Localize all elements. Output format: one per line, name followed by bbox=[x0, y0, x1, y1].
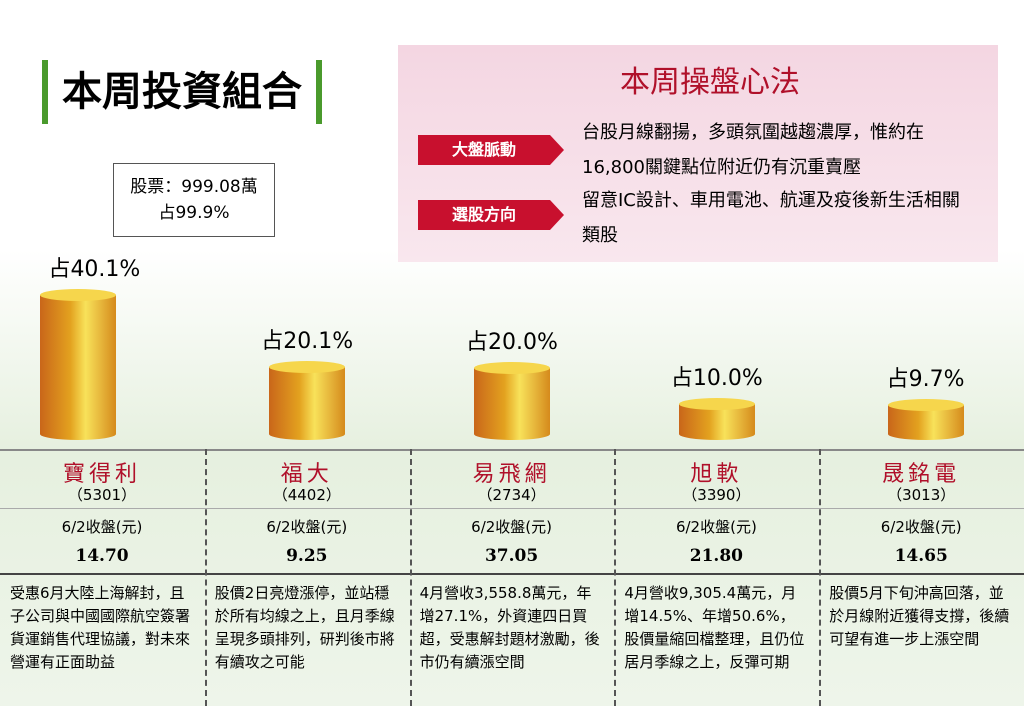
summary-line: 股票：999.08萬 bbox=[130, 177, 258, 197]
note: 股價5月下旬沖高回落，並於月線附近獲得支撐，後續可望有進一步上漲空間 bbox=[829, 584, 1010, 648]
note: 4月營收9,305.4萬元，月增14.5%、年增50.6%，股價量縮回檔整理，且… bbox=[624, 584, 805, 671]
bar bbox=[40, 289, 117, 440]
strategy-label: 大盤脈動 bbox=[418, 135, 564, 165]
stock-code: （3013） bbox=[887, 486, 956, 504]
bar bbox=[678, 397, 755, 440]
price: 21.80 bbox=[689, 546, 743, 566]
bar bbox=[474, 361, 550, 440]
stock-code: （5301） bbox=[67, 486, 137, 504]
price-label: 6/2收盤(元) bbox=[61, 518, 143, 536]
summary-line: 占99.9% bbox=[158, 203, 230, 223]
stock-name: 福大 bbox=[280, 462, 333, 487]
stock-code: （2734） bbox=[477, 486, 546, 504]
stock-code: （4402） bbox=[272, 486, 341, 504]
price-label: 6/2收盤(元) bbox=[471, 518, 553, 536]
value-label: 占9.7% bbox=[886, 366, 965, 392]
divider bbox=[0, 449, 1024, 451]
bar bbox=[887, 398, 964, 440]
strategy-text: 台股月線翻揚，多頭氛圍越趨濃厚，惟約在16,800關鍵點位附近仍有沉重賣壓 bbox=[582, 122, 924, 178]
column-separator bbox=[204, 449, 207, 706]
value-label: 占20.0% bbox=[466, 329, 558, 355]
value-label: 占10.0% bbox=[670, 365, 763, 391]
stock-name: 晟銘電 bbox=[882, 462, 961, 487]
strategy-panel: 本周操盤心法 大盤脈動 台股月線翻揚，多頭氛圍越趨濃厚，惟約在16,800關鍵點… bbox=[398, 45, 998, 262]
strategy-text: 留意IC設計、車用電池、航運及疫後新生活相關類股 bbox=[582, 190, 960, 246]
note: 4月營收3,558.8萬元，年增27.1%，外資連四日買超，受惠解封題材激勵，後… bbox=[419, 584, 600, 671]
price-label: 6/2收盤(元) bbox=[675, 518, 757, 536]
value-label: 占40.1% bbox=[48, 257, 141, 282]
divider bbox=[0, 573, 1024, 575]
price-label: 6/2收盤(元) bbox=[880, 518, 962, 536]
note: 股價2日亮燈漲停，並站穩於所有均線之上，且月季線呈現多頭排列，研判後市將有續攻之… bbox=[214, 584, 395, 671]
column-separator bbox=[819, 449, 822, 706]
page-title: 本周投資組合 bbox=[42, 60, 322, 124]
summary-box: 股票：999.08萬 占99.9% bbox=[113, 163, 275, 237]
stock-name: 寶得利 bbox=[62, 462, 141, 487]
price: 9.25 bbox=[286, 546, 328, 566]
price: 37.05 bbox=[484, 546, 539, 566]
divider bbox=[0, 508, 1024, 509]
bar bbox=[269, 361, 346, 440]
price: 14.70 bbox=[75, 546, 129, 566]
column-separator bbox=[409, 449, 412, 706]
column-separator bbox=[614, 449, 617, 706]
stock-name: 旭軟 bbox=[690, 462, 743, 487]
strategy-title: 本周操盤心法 bbox=[620, 65, 800, 100]
price-label: 6/2收盤(元) bbox=[266, 518, 348, 536]
price: 14.65 bbox=[894, 546, 948, 566]
strategy-label: 選股方向 bbox=[418, 200, 564, 230]
stock-code: （3390） bbox=[682, 486, 751, 504]
value-label: 占20.1% bbox=[261, 329, 354, 355]
note: 受惠6月大陸上海解封，且子公司與中國國際航空簽署貨運銷售代理協議，對未來營運有正… bbox=[10, 584, 191, 671]
stock-name: 易飛網 bbox=[472, 462, 551, 487]
